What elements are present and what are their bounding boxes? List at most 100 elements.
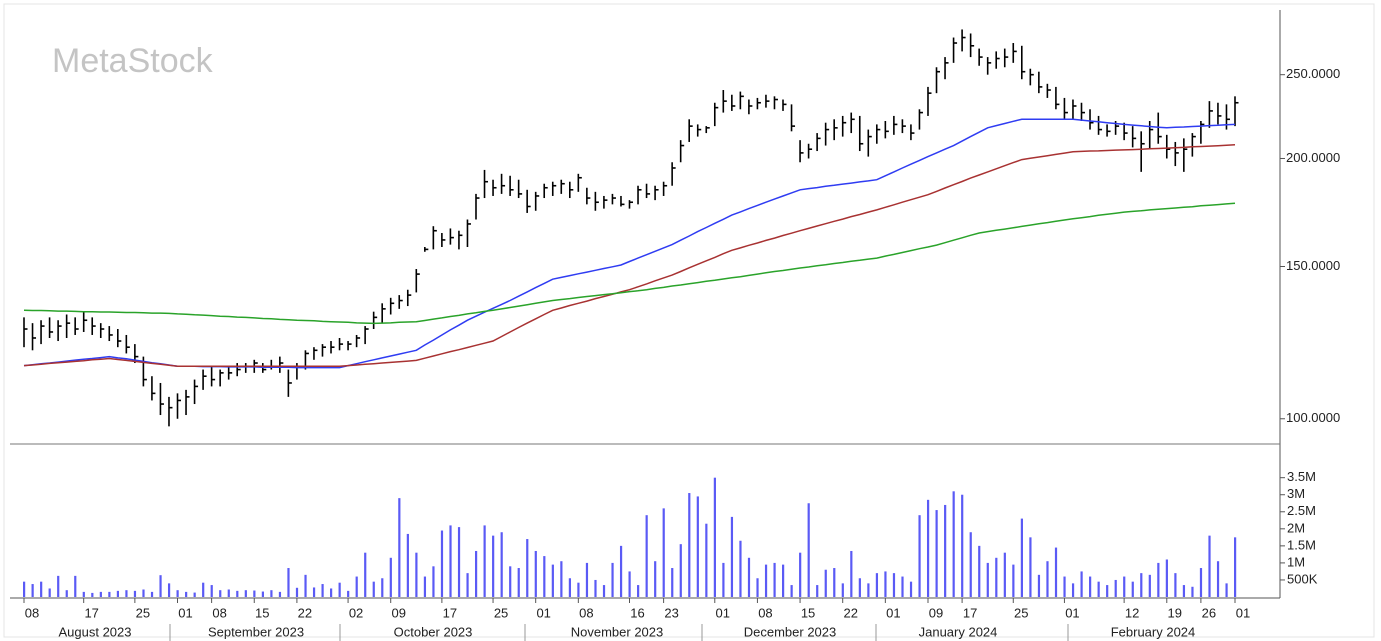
x-tick-label: 01 <box>178 605 192 620</box>
x-tick-label: 19 <box>1168 605 1182 620</box>
volume-bar <box>1089 576 1092 597</box>
y-tick-label: 3M <box>1287 486 1305 501</box>
volume-bar <box>1157 562 1160 597</box>
y-tick-label: 2.5M <box>1287 503 1316 518</box>
volume-bar <box>1054 547 1058 597</box>
volume-bar <box>432 566 435 597</box>
volume-bar <box>764 564 768 597</box>
volume-bar <box>1199 568 1203 597</box>
volume-bar <box>875 573 879 597</box>
volume-bar <box>833 568 836 597</box>
volume-bar <box>321 584 324 597</box>
volume-bar <box>185 591 188 597</box>
volume-bar <box>261 591 264 597</box>
volume-bar <box>978 545 981 597</box>
volume-bar <box>304 574 307 597</box>
x-tick-label: 12 <box>1125 605 1139 620</box>
volume-bar <box>253 590 256 597</box>
volume-bar <box>1234 537 1237 597</box>
volume-bar <box>926 499 930 597</box>
y-tick-label: 1M <box>1287 554 1305 569</box>
y-tick-label: 150.0000 <box>1286 258 1340 273</box>
x-tick-label: 25 <box>1014 605 1028 620</box>
x-tick-label: 01 <box>1236 605 1250 620</box>
volume-bar <box>995 557 998 597</box>
volume-bar <box>909 581 913 597</box>
y-tick-label: 500K <box>1287 571 1318 586</box>
volume-bar <box>901 576 904 597</box>
volume-bar <box>330 588 333 597</box>
volume-bar <box>236 590 239 597</box>
x-tick-label: 26 <box>1202 605 1216 620</box>
volume-bar <box>1123 576 1126 597</box>
volume-bar <box>312 587 316 597</box>
x-tick-label: 08 <box>579 605 593 620</box>
volume-bar <box>440 530 444 597</box>
volume-bar <box>543 556 546 597</box>
volume-bar <box>57 575 60 597</box>
volume-bar <box>287 568 290 597</box>
x-tick-label: 08 <box>25 605 39 620</box>
volume-bar <box>389 557 392 597</box>
month-label: November 2023 <box>571 624 664 639</box>
volume-bar <box>1046 561 1049 597</box>
volume-bar <box>355 576 358 597</box>
volume-bar <box>534 550 537 597</box>
volume-bar <box>1003 552 1006 597</box>
volume-bar <box>406 533 409 597</box>
volume-bar <box>202 582 205 597</box>
y-tick-label: 100.0000 <box>1286 410 1340 425</box>
volume-bar <box>935 510 938 597</box>
volume-bar <box>705 523 708 597</box>
volume-bar <box>1208 535 1211 597</box>
volume-bar <box>688 493 691 597</box>
volume-bar <box>526 539 529 597</box>
y-tick-label: 250.0000 <box>1286 66 1340 81</box>
y-tick-label: 1.5M <box>1287 537 1316 552</box>
volume-bar <box>133 590 137 597</box>
month-label: January 2024 <box>919 624 998 639</box>
volume-bar <box>671 568 674 597</box>
volume-bar <box>40 581 43 597</box>
month-label: October 2023 <box>394 624 473 639</box>
volume-bar <box>99 591 102 597</box>
volume-bar <box>449 525 452 597</box>
volume-bar <box>790 585 793 597</box>
volume-bar <box>466 573 469 597</box>
volume-bar <box>244 590 247 597</box>
volume-bar <box>227 589 230 597</box>
month-label: September 2023 <box>208 624 304 639</box>
volume-bar <box>944 504 947 597</box>
volume-bar <box>1080 571 1083 597</box>
volume-bar <box>210 585 213 597</box>
volume-bar <box>884 571 887 597</box>
x-tick-label: 01 <box>536 605 550 620</box>
volume-bar <box>1020 518 1023 597</box>
volume-bar <box>492 535 495 597</box>
x-tick-label: 15 <box>255 605 269 620</box>
moving-average <box>23 144 1236 368</box>
x-tick-label: 17 <box>963 605 977 620</box>
volume-bar <box>82 591 85 597</box>
volume-bar <box>150 591 154 597</box>
x-tick-label: 09 <box>929 605 943 620</box>
volume-bar <box>551 564 554 597</box>
volume-bar <box>568 578 572 597</box>
x-tick-label: 25 <box>136 605 150 620</box>
x-tick-label: 22 <box>298 605 312 620</box>
volume-bar <box>1063 576 1066 597</box>
volume-bar <box>1182 585 1186 597</box>
volume-bar <box>91 592 94 597</box>
volume-bar <box>756 578 759 597</box>
volume-bar <box>423 576 427 597</box>
volume-bar <box>713 477 716 597</box>
volume-bar <box>1174 573 1177 597</box>
volume-bar <box>1029 537 1032 597</box>
volume-bar <box>585 562 589 597</box>
y-tick-label: 200.0000 <box>1286 150 1340 165</box>
volume-bar <box>398 498 401 597</box>
x-tick-label: 01 <box>1065 605 1079 620</box>
volume-bar <box>1140 573 1143 597</box>
volume-bar <box>560 561 563 597</box>
